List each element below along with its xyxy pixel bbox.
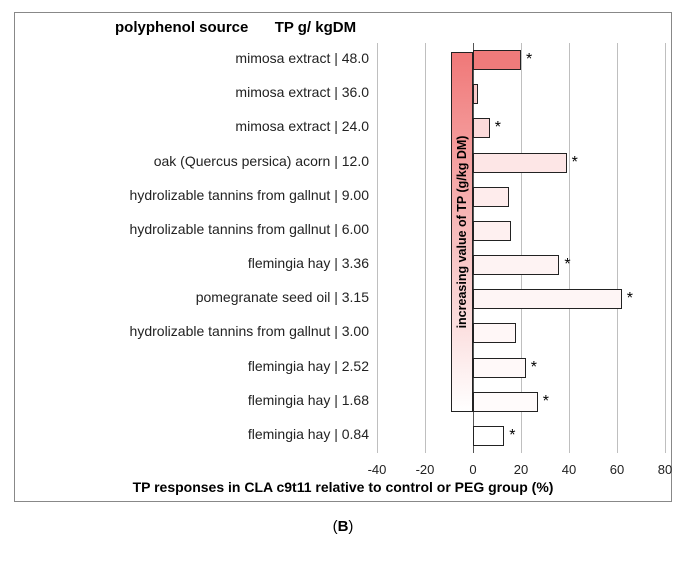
x-tick-label: 0: [469, 462, 476, 477]
significance-marker: *: [495, 120, 501, 136]
row-label: mimosa extract | 24.0: [15, 119, 373, 134]
grid-line: [425, 43, 426, 453]
significance-marker: *: [543, 394, 549, 410]
bar: [473, 426, 504, 446]
bar: [473, 289, 622, 309]
figure-wrapper: polyphenol source TP g/ kgDM mimosa extr…: [0, 0, 687, 576]
row-label: pomegranate seed oil | 3.15: [15, 290, 373, 305]
header-right: TP g/ kgDM: [275, 19, 356, 36]
x-axis-title: TP responses in CLA c9t11 relative to co…: [15, 479, 671, 495]
plot-area: -40-20020406080********: [377, 43, 665, 453]
y-labels-column: mimosa extract | 48.0 mimosa extract | 36…: [15, 43, 373, 453]
bar: [473, 392, 538, 412]
significance-marker: *: [531, 360, 537, 376]
x-tick-label: 20: [514, 462, 528, 477]
grid-line: [617, 43, 618, 453]
sub-caption: (B): [14, 518, 672, 535]
significance-marker: *: [627, 291, 633, 307]
bar: [473, 187, 509, 207]
x-tick-label: -20: [416, 462, 435, 477]
row-label: hydrolizable tannins from gallnut | 6.00: [15, 222, 373, 237]
bar: [473, 221, 511, 241]
row-label: mimosa extract | 48.0: [15, 51, 373, 66]
bar: [473, 50, 521, 70]
grid-line: [665, 43, 666, 453]
significance-marker: *: [564, 257, 570, 273]
x-tick-label: 60: [610, 462, 624, 477]
grid-line: [569, 43, 570, 453]
significance-marker: *: [509, 428, 515, 444]
row-label: flemingia hay | 0.84: [15, 427, 373, 442]
header-left: polyphenol source: [115, 19, 248, 36]
y-axis-strip-label: increasing value of TP (g/kg DM): [455, 135, 469, 328]
bar: [473, 358, 526, 378]
bar: [473, 153, 567, 173]
significance-marker: *: [526, 52, 532, 68]
row-label: flemingia hay | 1.68: [15, 393, 373, 408]
bar: [473, 255, 559, 275]
bar: [473, 118, 490, 138]
significance-marker: *: [572, 155, 578, 171]
row-label: flemingia hay | 2.52: [15, 359, 373, 374]
chart-frame: polyphenol source TP g/ kgDM mimosa extr…: [14, 12, 672, 502]
row-label: hydrolizable tannins from gallnut | 3.00: [15, 324, 373, 339]
row-label: oak (Quercus persica) acorn | 12.0: [15, 154, 373, 169]
row-label: flemingia hay | 3.36: [15, 256, 373, 271]
y-axis-gradient-strip: increasing value of TP (g/kg DM): [451, 52, 473, 412]
caption-letter: B: [338, 518, 349, 535]
x-tick-label: 80: [658, 462, 672, 477]
grid-line: [377, 43, 378, 453]
x-tick-label: 40: [562, 462, 576, 477]
row-label: hydrolizable tannins from gallnut | 9.00: [15, 188, 373, 203]
bar: [473, 323, 516, 343]
row-label: mimosa extract | 36.0: [15, 85, 373, 100]
bar: [473, 84, 478, 104]
x-tick-label: -40: [368, 462, 387, 477]
chart-header: polyphenol source TP g/ kgDM: [15, 19, 671, 36]
